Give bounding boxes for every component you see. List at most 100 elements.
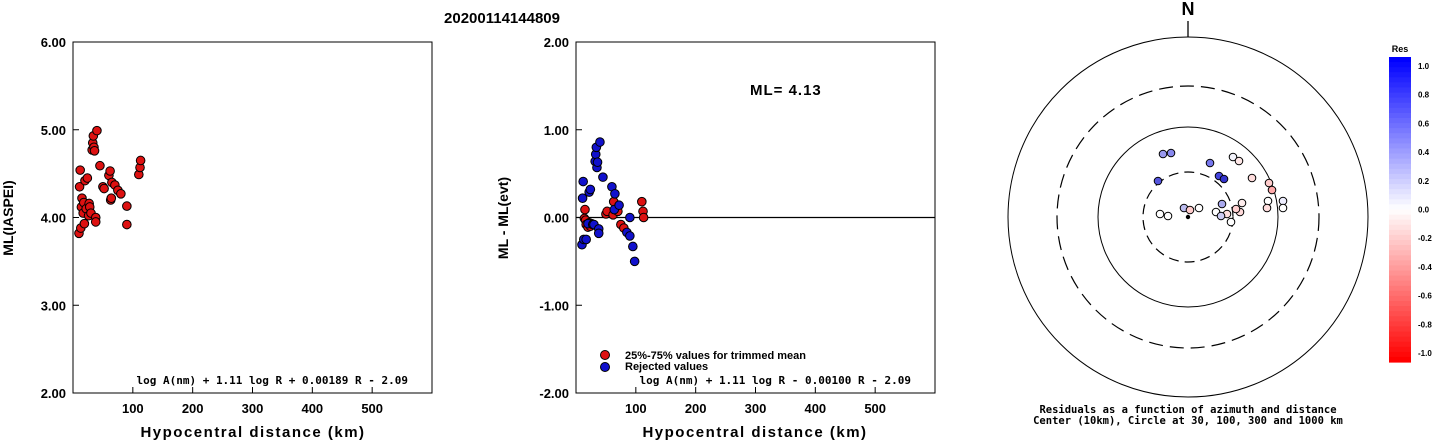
data-point [628,241,638,252]
residual-point [1226,217,1236,227]
data-point [580,204,590,215]
x-axis-label: Hypocentral distance (km) [642,424,867,441]
data-point [598,172,608,182]
colorbar-band [1389,351,1411,358]
magnitude-vs-distance-chart: ML(IASPEI) Hypocentral distance (km) log… [0,35,433,441]
ring-30km [1142,171,1234,263]
residual-point [1278,196,1288,206]
residual-point [1194,203,1204,213]
colorbar-band [1389,321,1411,328]
y-tick-label: 5.00 [41,123,66,138]
data-point [585,184,596,195]
colorbar-band [1389,143,1411,150]
x-tick-label: 200 [182,401,204,416]
colorbar-band [1389,250,1411,256]
data-point [135,155,146,166]
plot-frame [72,41,433,394]
ml-annotation: ML= 4.13 [750,82,822,99]
y-tick-label: -1.00 [539,298,569,313]
residual-point [1237,198,1247,208]
data-point [79,218,90,229]
colorbar-band [1389,92,1411,99]
data-point [625,231,635,241]
colorbar-band [1389,72,1411,78]
colorbar-band [1389,179,1411,185]
colorbar-band [1389,265,1411,272]
colorbar-title: Res [1392,44,1409,54]
residual-point [1205,158,1215,168]
y-tick-label: 2.00 [544,35,569,50]
caption-line-1: Residuals as a function of azimuth and d… [1039,404,1336,416]
residual-point [1166,148,1176,158]
colorbar-band [1389,199,1411,206]
y-tick-label: 6.00 [41,35,66,50]
colorbar-band [1389,194,1411,200]
colorbar-band [1389,311,1411,317]
colorbar-band [1389,341,1411,348]
legend-marker-trimmed [600,350,610,360]
colorbar-band [1389,67,1411,73]
formula-label: log A(nm) + 1.11 log R + 0.00189 R - 2.0… [136,374,408,387]
colorbar-band [1389,290,1411,297]
colorbar-band [1389,133,1411,139]
y-tick-label: 4.00 [41,211,66,226]
colorbar-band [1389,87,1411,94]
data-point [614,200,624,211]
formula-label: log A(nm) + 1.11 log R - 0.00100 R - 2.0… [639,374,911,387]
legend-label-trimmed: 25%-75% values for trimmed mean [625,350,806,362]
ring-300km [1056,85,1320,349]
colorbar-band [1389,112,1411,119]
azimuth-residual-map: N Residuals as a function of azimuth and… [1007,0,1369,427]
data-point [105,166,115,176]
data-point [106,193,117,203]
colorbar-band [1389,234,1411,241]
colorbar-band [1389,301,1411,307]
data-point [75,165,85,175]
x-tick-label: 500 [864,401,886,416]
x-tick-label: 100 [122,401,144,416]
residual-vs-distance-chart: ML - ML(evt) Hypocentral distance (km) M… [495,35,936,441]
colorbar-band [1389,128,1411,134]
residual-point [1219,174,1229,184]
north-label: N [1182,0,1195,19]
y-tick-label: 0.00 [544,211,569,226]
x-tick-label: 200 [685,401,707,416]
residual-point [1234,156,1244,166]
data-point [116,189,126,199]
data-point [638,212,649,223]
colorbar-band [1389,240,1411,246]
colorbar-band [1389,356,1411,363]
x-tick-label: 500 [361,401,383,416]
data-point [610,189,620,199]
colorbar-band [1389,255,1411,261]
residual-point [1264,178,1274,188]
colorbar-tick-label: 0.0 [1418,206,1430,215]
residual-point [1153,176,1163,186]
colorbar-band [1389,158,1411,165]
data-point [593,228,604,239]
colorbar-band [1389,224,1411,231]
residual-point [1163,211,1173,221]
colorbar-band [1389,189,1411,195]
residual-point [1278,203,1288,213]
y-axis-label: ML(IASPEI) [0,180,16,255]
colorbar-band [1389,229,1411,236]
y-tick-label: -2.00 [539,386,569,401]
colorbar-tick-label: -0.6 [1418,292,1432,301]
data-point [581,234,591,245]
y-axis-label: ML - ML(evt) [495,177,511,259]
data-point [90,217,101,227]
colorbar-tick-label: 0.2 [1418,177,1430,186]
colorbar-band [1389,148,1411,155]
data-point [122,201,132,211]
colorbar-band [1389,331,1411,338]
y-tick-label: 3.00 [41,298,66,313]
data-point [592,157,603,168]
residual-point [1228,152,1238,162]
residual-point [1267,185,1277,195]
colorbar-band [1389,285,1411,292]
colorbar-tick-label: 1.0 [1418,62,1430,71]
colorbar-tick-label: 0.6 [1418,119,1430,128]
colorbar-tick-label: -0.4 [1418,263,1432,272]
data-point [629,256,640,267]
